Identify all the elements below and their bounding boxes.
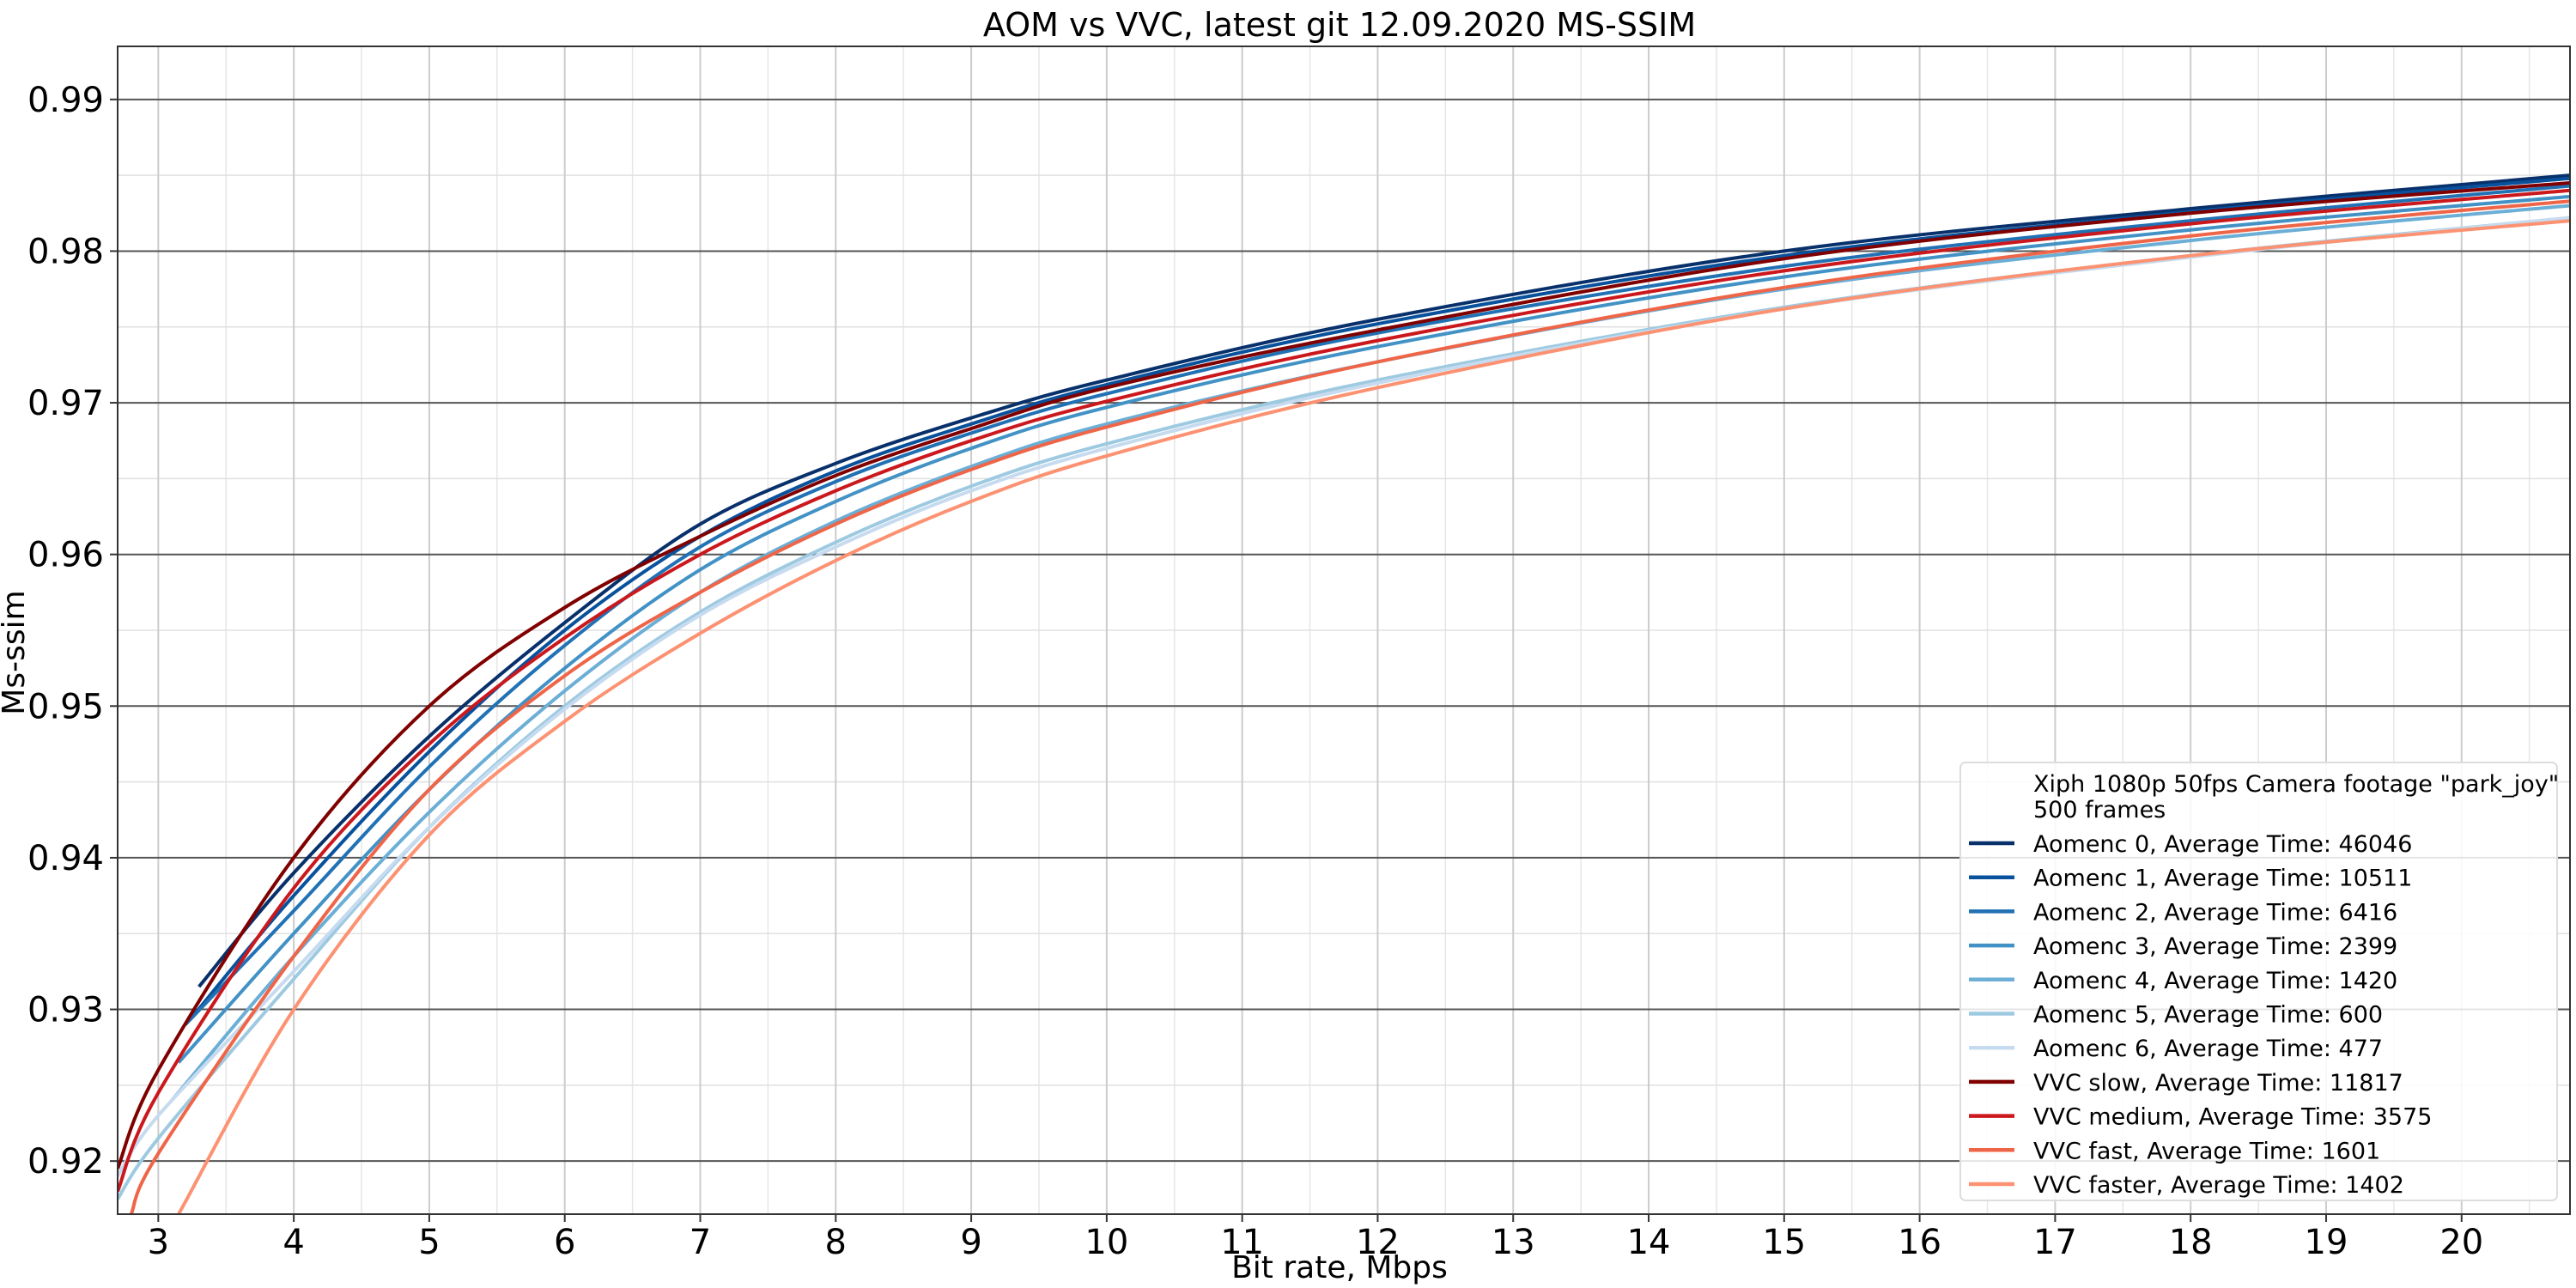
- y-tick-label: 0.99: [27, 81, 104, 120]
- x-tick-label: 10: [1084, 1223, 1128, 1262]
- series-line-4: [170, 204, 2570, 1102]
- x-tick-label: 8: [825, 1223, 847, 1262]
- legend-entry-0: Aomenc 0, Average Time: 46046: [2033, 831, 2412, 858]
- x-tick-label: 19: [2305, 1223, 2348, 1262]
- y-tick-label: 0.96: [27, 536, 104, 575]
- x-tick-label: 5: [418, 1223, 440, 1262]
- legend-box: [1959, 762, 2558, 1201]
- x-axis-ticks: 3 4 5 6 7 8 9 10 11 12 13 14 15 16 17 18 19 20: [148, 1214, 2483, 1262]
- legend: Xiph 1080p 50fps Camera footage "park_jo…: [1959, 762, 2559, 1201]
- series-line-2: [184, 184, 2570, 1026]
- y-tick-label: 0.97: [27, 384, 104, 423]
- series-line-8: [118, 188, 2570, 1193]
- y-tick-label: 0.95: [27, 687, 104, 726]
- legend-entry-7: VVC slow, Average Time: 11817: [2033, 1070, 2403, 1097]
- legend-entry-8: VVC medium, Average Time: 3575: [2033, 1104, 2432, 1131]
- series-lines: [118, 173, 2570, 1214]
- x-tick-label: 12: [1356, 1223, 1400, 1262]
- x-tick-label: 20: [2439, 1223, 2483, 1262]
- series-line-10: [177, 219, 2570, 1214]
- x-tick-label: 14: [1627, 1223, 1671, 1262]
- series-line-0: [197, 173, 2570, 988]
- x-tick-label: 13: [1492, 1223, 1535, 1262]
- x-tick-label: 18: [2169, 1223, 2213, 1262]
- legend-header-line: Xiph 1080p 50fps Camera footage "park_jo…: [2033, 771, 2559, 798]
- x-tick-label: 15: [1762, 1223, 1806, 1262]
- legend-entry-2: Aomenc 2, Average Time: 6416: [2033, 899, 2397, 926]
- x-tick-label: 3: [148, 1223, 169, 1262]
- x-tick-label: 17: [2033, 1223, 2077, 1262]
- series-line-7: [118, 181, 2570, 1170]
- legend-header-line: 500 frames: [2033, 797, 2166, 823]
- plot-frame: [117, 46, 2571, 1215]
- x-tick-label: 11: [1220, 1223, 1264, 1262]
- x-tick-label: 9: [960, 1223, 981, 1262]
- legend-entry-4: Aomenc 4, Average Time: 1420: [2033, 968, 2397, 994]
- y-tick-label: 0.94: [27, 839, 104, 878]
- y-tick-label: 0.93: [27, 991, 104, 1030]
- legend-entry-10: VVC faster, Average Time: 1402: [2033, 1172, 2404, 1199]
- series-line-9: [129, 199, 2570, 1214]
- legend-entry-1: Aomenc 1, Average Time: 10511: [2033, 866, 2412, 892]
- x-tick-label: 4: [283, 1223, 304, 1262]
- legend-entry-5: Aomenc 5, Average Time: 600: [2033, 1002, 2383, 1029]
- x-tick-label: 7: [690, 1223, 711, 1262]
- series-line-1: [191, 176, 2570, 1018]
- chart-title: AOM vs VVC, latest git 12.09.2020 MS-SSI…: [983, 6, 1696, 44]
- y-axis-ticks: 0.92 0.93 0.94 0.95 0.96 0.97 0.98 0.99: [27, 81, 118, 1182]
- x-tick-label: 16: [1898, 1223, 1941, 1262]
- y-tick-label: 0.92: [27, 1142, 104, 1182]
- x-axis-label: Bit rate, Mbps: [1231, 1250, 1448, 1285]
- y-tick-label: 0.98: [27, 232, 104, 271]
- legend-entry-3: Aomenc 3, Average Time: 2399: [2033, 933, 2397, 960]
- x-tick-label: 6: [554, 1223, 575, 1262]
- legend-entry-6: Aomenc 6, Average Time: 477: [2033, 1036, 2383, 1062]
- legend-entry-9: VVC fast, Average Time: 1601: [2033, 1138, 2380, 1164]
- y-axis-label: Ms-ssim: [0, 590, 32, 714]
